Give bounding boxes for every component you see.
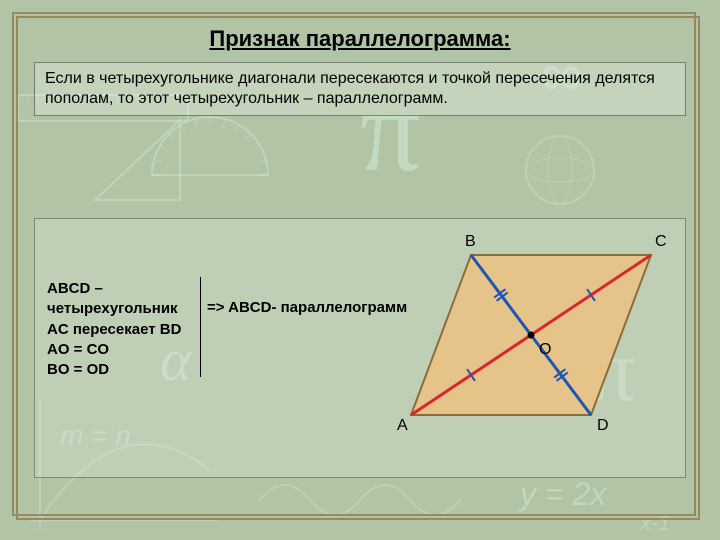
conclusion-text: => ABCD- параллелограмм bbox=[207, 299, 407, 316]
label-O: О bbox=[539, 341, 551, 359]
proof-content-box: ABCD – четырехугольник AC пересекает BD … bbox=[34, 218, 686, 478]
parallelogram-diagram: B C A D О bbox=[391, 225, 671, 445]
theorem-statement: Если в четырехугольнике диагонали пересе… bbox=[34, 62, 686, 116]
given-divider bbox=[200, 277, 201, 377]
label-C: C bbox=[655, 233, 667, 251]
page-title: Признак параллелограмма: bbox=[0, 26, 720, 52]
label-B: B bbox=[465, 233, 476, 251]
given-conditions: ABCD – четырехугольник AC пересекает BD … bbox=[47, 279, 181, 380]
label-D: D bbox=[597, 417, 609, 435]
label-A: A bbox=[397, 417, 408, 435]
